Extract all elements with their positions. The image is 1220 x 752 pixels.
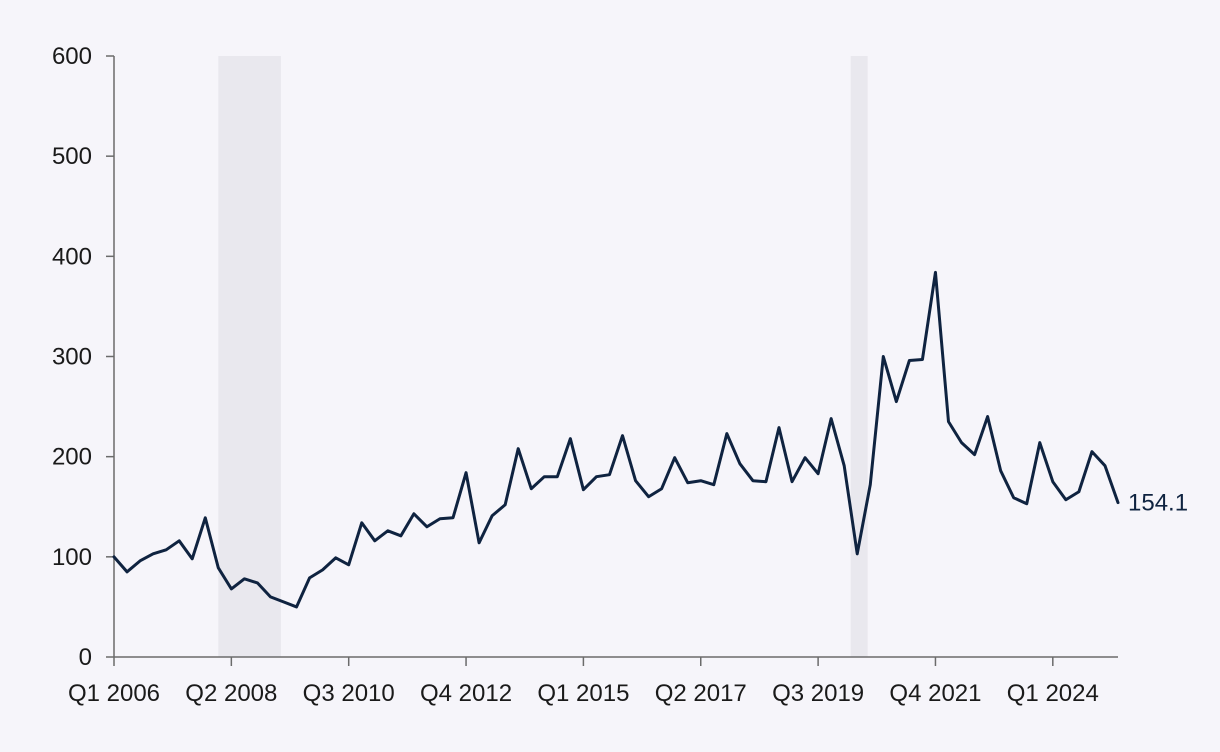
y-tick-label: 100 [52, 544, 92, 571]
series [112, 270, 1120, 609]
y-tick-label: 300 [52, 344, 92, 371]
x-tick-label: Q1 2006 [68, 680, 160, 707]
y-ticks: 0 100 200 300 400 500 600 [52, 43, 114, 671]
shaded-periods [218, 56, 868, 657]
shaded-period-recession-2008 [218, 56, 281, 657]
series-line-index [112, 270, 1120, 609]
x-tick-label: Q2 2017 [655, 680, 747, 707]
y-tick-label: 0 [79, 644, 92, 671]
x-ticks: Q1 2006 Q2 2008 Q3 2010 Q4 2012 Q1 2015 Q2 20… [68, 657, 1099, 707]
x-tick-label: Q3 2010 [303, 680, 395, 707]
x-tick-label: Q3 2019 [772, 680, 864, 707]
x-tick-label: Q4 2021 [889, 680, 981, 707]
y-tick-label: 200 [52, 444, 92, 471]
x-tick-label: Q4 2012 [420, 680, 512, 707]
x-tick-label: Q1 2015 [537, 680, 629, 707]
y-tick-label: 400 [52, 243, 92, 270]
y-tick-label: 500 [52, 143, 92, 170]
shaded-period-recession-2020 [850, 56, 868, 657]
y-tick-label: 600 [52, 43, 92, 70]
last-value-label: 154.1 [1128, 490, 1188, 517]
x-tick-label: Q2 2008 [185, 680, 277, 707]
x-tick-label: Q1 2024 [1007, 680, 1099, 707]
